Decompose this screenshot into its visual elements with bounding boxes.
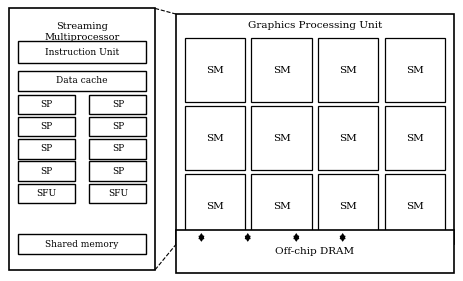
Text: SM: SM: [406, 202, 424, 211]
Text: Shared memory: Shared memory: [45, 240, 119, 249]
Text: SP: SP: [40, 100, 53, 109]
Text: Instruction Unit: Instruction Unit: [45, 48, 119, 57]
Bar: [18, 234, 146, 254]
Bar: [18, 71, 146, 91]
Text: SP: SP: [112, 144, 124, 153]
Text: Data cache: Data cache: [56, 76, 108, 85]
Bar: [251, 174, 312, 238]
Bar: [318, 106, 378, 170]
Bar: [176, 230, 454, 273]
Text: SM: SM: [339, 66, 357, 75]
Text: SM: SM: [273, 66, 290, 75]
Text: SM: SM: [206, 134, 224, 143]
Bar: [176, 14, 454, 244]
Text: SFU: SFU: [108, 189, 128, 198]
Bar: [385, 174, 445, 238]
Text: Streaming
Multiprocessor: Streaming Multiprocessor: [44, 22, 120, 42]
Text: SP: SP: [112, 167, 124, 176]
Bar: [318, 174, 378, 238]
Text: SM: SM: [273, 134, 290, 143]
Bar: [185, 38, 245, 103]
Bar: [251, 38, 312, 103]
Bar: [89, 161, 146, 181]
Text: SM: SM: [339, 202, 357, 211]
Bar: [18, 183, 75, 203]
Text: SP: SP: [112, 122, 124, 131]
Text: Off-chip DRAM: Off-chip DRAM: [275, 247, 354, 256]
Bar: [9, 8, 155, 270]
Text: SP: SP: [40, 167, 53, 176]
Text: SFU: SFU: [37, 189, 56, 198]
Bar: [89, 139, 146, 159]
Text: SP: SP: [112, 100, 124, 109]
Text: SP: SP: [40, 122, 53, 131]
Bar: [251, 106, 312, 170]
Bar: [18, 139, 75, 159]
Text: SM: SM: [206, 66, 224, 75]
Text: SM: SM: [273, 202, 290, 211]
Text: Graphics Processing Unit: Graphics Processing Unit: [248, 21, 382, 30]
Bar: [185, 106, 245, 170]
Text: SM: SM: [406, 66, 424, 75]
Bar: [18, 95, 75, 114]
Bar: [89, 95, 146, 114]
Bar: [18, 41, 146, 63]
Bar: [385, 106, 445, 170]
Bar: [18, 161, 75, 181]
Bar: [185, 174, 245, 238]
Text: SM: SM: [406, 134, 424, 143]
Bar: [385, 38, 445, 103]
Text: SM: SM: [339, 134, 357, 143]
Bar: [318, 38, 378, 103]
Bar: [89, 117, 146, 137]
Bar: [18, 117, 75, 137]
Text: SP: SP: [40, 144, 53, 153]
Bar: [89, 183, 146, 203]
Text: SM: SM: [206, 202, 224, 211]
